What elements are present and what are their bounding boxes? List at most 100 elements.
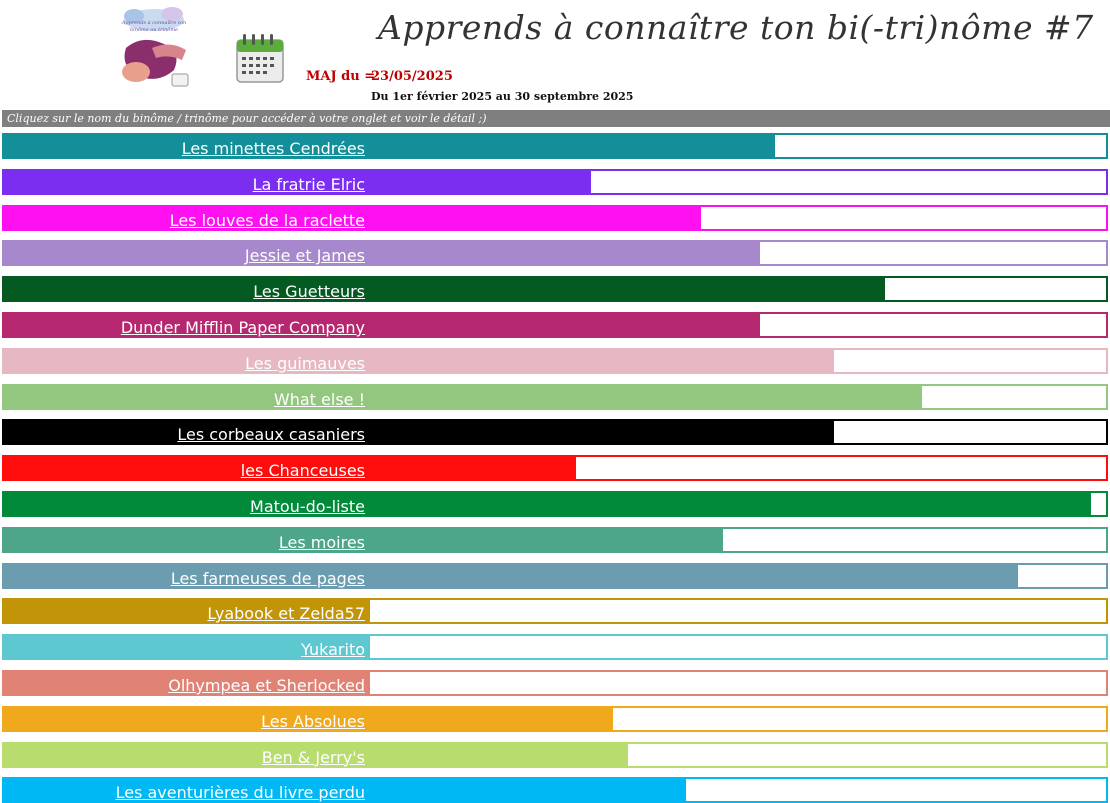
bar [370,385,922,408]
team-link[interactable]: Jessie et James [2,240,368,267]
bar [370,528,724,551]
team-link[interactable]: Lyabook et Zelda57 [2,598,368,625]
tick-label: Les corbeaux casaniers [177,425,365,445]
team-link[interactable]: Les louves de la raclette [2,204,368,231]
tick-label: Lyabook et Zelda57 [207,604,365,624]
team-link[interactable]: La fratrie Elric [2,168,368,195]
team-link[interactable]: Yukarito [2,634,368,661]
chart-row: Les Guetteurs [0,276,1110,303]
chart-row: Les guimauves [0,347,1110,374]
team-link[interactable]: Dunder Mifflin Paper Company [2,312,368,338]
bar-track [368,491,1108,517]
tick-label: Les minettes Cendrées [181,139,365,158]
bar [370,493,1092,515]
chart-row: Ben & Jerry's [0,741,1110,768]
update-label: MAJ du = [306,69,376,84]
bar [370,564,1018,587]
chart-row: La fratrie Elric [0,168,1110,195]
bar-track [368,526,1108,553]
tick-label: What else ! [273,389,365,409]
chart-row: What else ! [0,383,1110,410]
tick-label: Jessie et James [244,246,365,266]
bar-track [368,598,1108,625]
tick-label: Les farmeuses de pages [170,568,365,588]
bar-track [368,455,1108,482]
bar [370,278,886,301]
bar [370,206,702,229]
team-link[interactable]: Les corbeaux casaniers [2,419,368,446]
bar-track [368,670,1108,696]
team-link[interactable]: Les minettes Cendrées [2,133,368,159]
chart-row: Les moires [0,526,1110,553]
bar-track [368,383,1108,410]
bar-track [368,204,1108,231]
tick-label: Ben & Jerry's [261,747,365,767]
calendar-icon [236,34,284,83]
bar [370,779,687,802]
team-link[interactable]: Les aventurières du livre perdu [2,777,368,803]
team-link[interactable]: Les guimauves [2,347,368,374]
bar-track [368,276,1108,303]
tick-label: Les Guetteurs [253,282,365,302]
team-link[interactable]: Les moires [2,526,368,553]
tick-label: Olhympea et Sherlocked [168,676,365,695]
tick-label: Les louves de la raclette [169,210,365,230]
bar [370,242,761,265]
chart-row: Lyabook et Zelda57 [0,598,1110,625]
instruction-banner: Cliquez sur le nom du binôme / trinôme p… [2,110,1110,127]
bar-track [368,168,1108,195]
bar [370,349,834,372]
tick-label: Les guimauves [245,353,365,373]
team-link[interactable]: Matou-do-liste [2,491,368,517]
team-link[interactable]: les Chanceuses [2,455,368,482]
bar-track [368,419,1108,446]
chart-row: Les aventurières du livre perdu [0,777,1110,803]
bar [370,314,761,336]
bar-track [368,741,1108,768]
page-title: Apprends à connaître ton bi(-tri)nôme #7 [378,8,1094,47]
logo-text-line-1: Apprends à connaître ton [121,19,187,26]
bar-track [368,562,1108,589]
tick-label: Dunder Mifflin Paper Company [120,318,365,337]
tick-label: La fratrie Elric [252,174,365,194]
bar [370,135,775,157]
bar-track [368,240,1108,267]
bar [370,707,613,730]
chart-row: Les farmeuses de pages [0,562,1110,589]
team-link[interactable]: Les farmeuses de pages [2,562,368,589]
tick-label: Les moires [278,532,365,552]
tick-label: Les Absolues [261,711,365,731]
chart-row: Olhympea et Sherlocked [0,670,1110,696]
chart-row: les Chanceuses [0,455,1110,482]
bar-track [368,347,1108,374]
team-link[interactable]: Les Guetteurs [2,276,368,303]
chart-row: Les minettes Cendrées [0,133,1110,159]
team-link[interactable]: What else ! [2,383,368,410]
chart-row: Yukarito [0,634,1110,661]
app-logo: Apprends à connaître ton binôme ou trinô… [121,7,189,87]
chart-row: Les Absolues [0,705,1110,732]
tick-label: les Chanceuses [240,461,365,481]
tick-label: Yukarito [301,640,365,660]
bar-track [368,777,1108,803]
period-text: Du 1er février 2025 au 30 septembre 2025 [371,90,634,103]
chart-row: Matou-do-liste [0,491,1110,517]
logo-text-line-2: binôme ou trinôme [130,26,178,33]
bar-track [368,705,1108,732]
bar-track [368,312,1108,338]
team-link[interactable]: Ben & Jerry's [2,741,368,768]
chart-row: Les louves de la raclette [0,204,1110,231]
bar [370,170,591,193]
chart-row: Dunder Mifflin Paper Company [0,312,1110,338]
chart-row: Les corbeaux casaniers [0,419,1110,446]
bar-track [368,133,1108,159]
bar [370,743,628,766]
tick-label: Matou-do-liste [250,497,365,516]
team-link[interactable]: Olhympea et Sherlocked [2,670,368,696]
bar [370,457,577,480]
tick-label: Les aventurières du livre perdu [115,783,365,803]
bar-track [368,634,1108,661]
team-link[interactable]: Les Absolues [2,705,368,732]
update-date: 23/05/2025 [371,69,453,84]
